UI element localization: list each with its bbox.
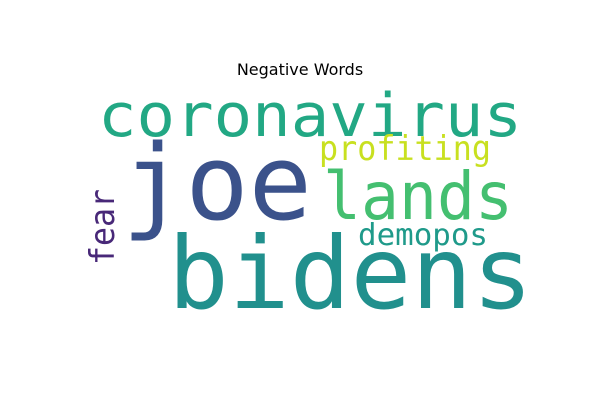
word-profiting: profiting (319, 129, 491, 169)
word-coronavirus: coronavirus (98, 81, 522, 151)
word-fear: fear (83, 189, 123, 265)
word-lands: lands (323, 158, 513, 235)
figure-title: Negative Words (236, 60, 364, 79)
word-bidens: bidens (168, 215, 533, 332)
word-demopos: demopos (358, 218, 488, 253)
word-joe: joe (122, 122, 312, 244)
